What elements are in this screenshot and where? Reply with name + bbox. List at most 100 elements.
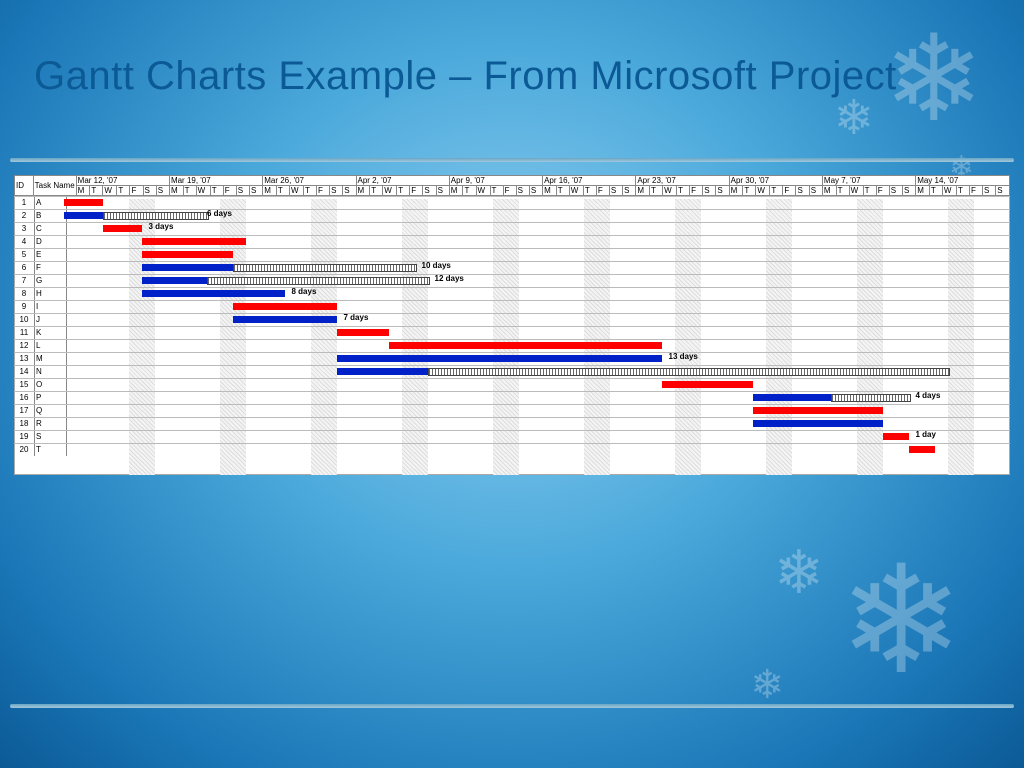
task-timeline: 7 days — [64, 314, 1010, 326]
day-header: W — [663, 186, 677, 196]
gantt-bar-blue — [142, 277, 207, 284]
task-timeline — [64, 366, 1010, 378]
day-header: T — [956, 186, 969, 196]
task-name: L — [34, 340, 67, 352]
table-row: 17Q — [14, 404, 1010, 417]
task-name: S — [34, 431, 67, 443]
task-name: B — [34, 210, 67, 222]
day-header: W — [756, 186, 770, 196]
gantt-bar-blue — [337, 368, 428, 375]
week-header: Mar 26, '07 — [263, 176, 356, 186]
task-name: T — [34, 444, 67, 456]
task-name: O — [34, 379, 67, 391]
week-header: Mar 12, '07 — [76, 176, 169, 186]
day-header: T — [397, 186, 410, 196]
gantt-bar-red — [103, 225, 142, 232]
duration-label: 4 days — [916, 391, 941, 400]
table-row: 5E — [14, 248, 1010, 261]
duration-label: 8 days — [292, 287, 317, 296]
task-id: 12 — [14, 340, 35, 352]
table-row: 7G12 days — [14, 274, 1010, 287]
day-header: S — [250, 186, 263, 196]
day-header: T — [183, 186, 196, 196]
table-row: 20T — [14, 443, 1010, 456]
duration-label: 10 days — [422, 261, 451, 270]
gantt-chart: ID Task Name Mar 12, '07Mar 19, '07Mar 2… — [14, 175, 1010, 475]
task-timeline: 6 days — [64, 210, 1010, 222]
snowflake-icon: ❄ — [750, 662, 784, 708]
gantt-bar-red — [389, 342, 662, 349]
task-name: K — [34, 327, 67, 339]
task-id: 2 — [14, 210, 35, 222]
task-name: A — [34, 197, 67, 209]
task-id: 15 — [14, 379, 35, 391]
day-header: M — [916, 186, 930, 196]
task-timeline: 3 days — [64, 223, 1010, 235]
task-timeline: 8 days — [64, 288, 1010, 300]
week-header: Apr 9, '07 — [449, 176, 542, 186]
day-header: F — [410, 186, 423, 196]
gantt-bar-gray — [103, 212, 209, 220]
gantt-bar-red — [753, 407, 883, 414]
table-row: 2B6 days — [14, 209, 1010, 222]
gantt-bar-blue — [233, 316, 337, 323]
gantt-bar-red — [233, 303, 337, 310]
day-header: M — [169, 186, 183, 196]
slide-title: Gantt Charts Example – From Microsoft Pr… — [34, 54, 897, 99]
task-id: 8 — [14, 288, 35, 300]
task-timeline — [64, 327, 1010, 339]
title-underline — [10, 158, 1014, 162]
table-row: 3C3 days — [14, 222, 1010, 235]
day-header: T — [677, 186, 690, 196]
task-id: 3 — [14, 223, 35, 235]
task-id: 9 — [14, 301, 35, 313]
col-id: ID — [15, 176, 34, 196]
day-header: M — [356, 186, 370, 196]
day-header: W — [942, 186, 956, 196]
footer-underline — [10, 704, 1014, 708]
task-name: H — [34, 288, 67, 300]
day-header: F — [690, 186, 703, 196]
col-task-name: Task Name — [33, 176, 76, 196]
day-header: S — [236, 186, 249, 196]
day-header: W — [476, 186, 490, 196]
day-header: T — [463, 186, 476, 196]
task-name: I — [34, 301, 67, 313]
gantt-bar-gray — [831, 394, 911, 402]
table-row: 6F10 days — [14, 261, 1010, 274]
day-header: S — [423, 186, 436, 196]
task-timeline — [64, 236, 1010, 248]
gantt-bar-blue — [64, 212, 103, 219]
day-header: S — [889, 186, 902, 196]
task-id: 11 — [14, 327, 35, 339]
day-header: F — [596, 186, 609, 196]
task-id: 6 — [14, 262, 35, 274]
day-header: F — [130, 186, 143, 196]
day-header: M — [822, 186, 836, 196]
task-id: 18 — [14, 418, 35, 430]
gantt-bar-red — [909, 446, 935, 453]
day-header: F — [876, 186, 889, 196]
table-row: 15O — [14, 378, 1010, 391]
day-header: W — [569, 186, 583, 196]
task-id: 5 — [14, 249, 35, 261]
task-timeline — [64, 379, 1010, 391]
task-name: J — [34, 314, 67, 326]
gantt-bar-red — [142, 251, 233, 258]
task-timeline: 10 days — [64, 262, 1010, 274]
task-id: 17 — [14, 405, 35, 417]
duration-label: 13 days — [669, 352, 698, 361]
table-row: 19S1 day — [14, 430, 1010, 443]
day-header: W — [849, 186, 863, 196]
day-header: S — [983, 186, 996, 196]
table-row: 11K — [14, 326, 1010, 339]
table-row: 18R — [14, 417, 1010, 430]
day-header: S — [996, 186, 1010, 196]
day-header: M — [636, 186, 650, 196]
week-header: Apr 23, '07 — [636, 176, 729, 186]
day-header: T — [210, 186, 223, 196]
day-header: F — [223, 186, 236, 196]
gantt-bar-red — [662, 381, 753, 388]
task-id: 14 — [14, 366, 35, 378]
gantt-bar-gray — [207, 277, 430, 285]
